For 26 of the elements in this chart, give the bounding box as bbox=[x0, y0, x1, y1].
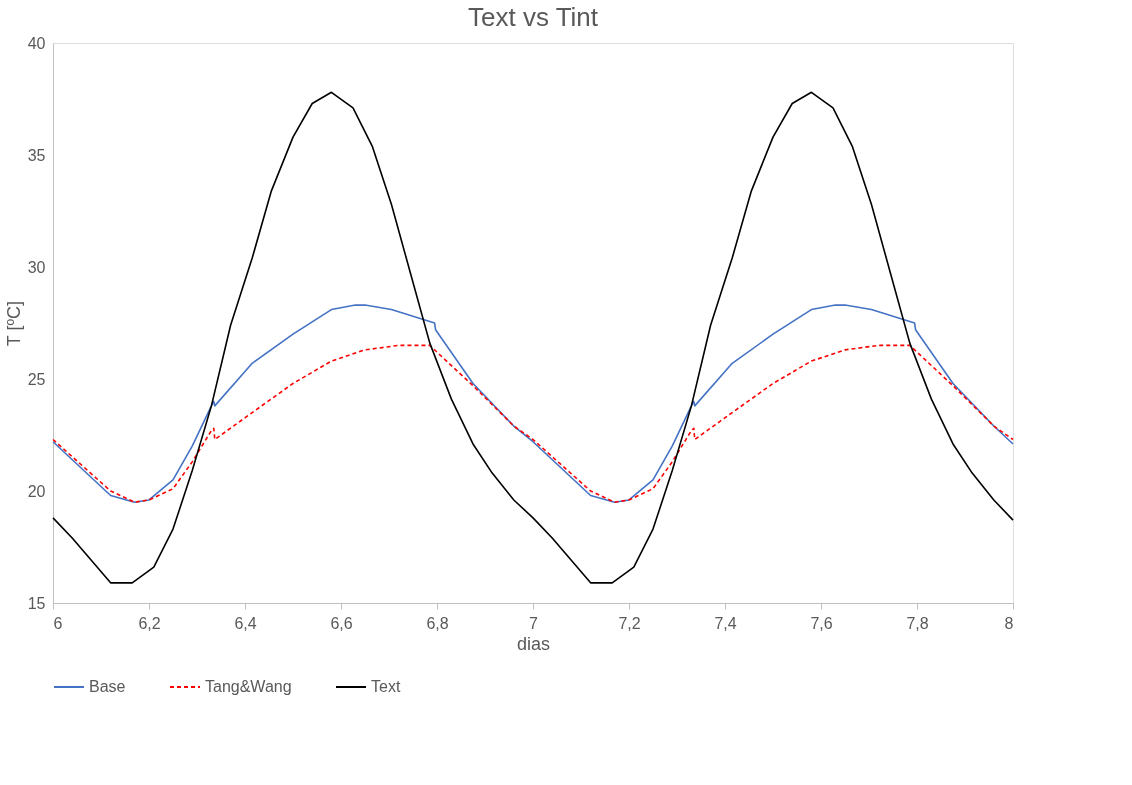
x-tick-label: 6 bbox=[53, 614, 63, 632]
y-tick-label: 40 bbox=[27, 34, 46, 52]
y-tick-label: 35 bbox=[27, 146, 46, 164]
x-tick-label: 6,2 bbox=[138, 614, 161, 632]
chart-title: Text vs Tint bbox=[467, 2, 599, 32]
legend-label: Tang&Wang bbox=[205, 678, 292, 695]
legend-label: Base bbox=[89, 678, 126, 695]
line-series bbox=[52, 304, 1014, 503]
x-tick-label: 7,6 bbox=[810, 614, 833, 632]
x-tick-label: 6,4 bbox=[234, 614, 257, 632]
x-tick-label: 7,8 bbox=[906, 614, 929, 632]
x-tick-label: 7 bbox=[529, 614, 539, 632]
y-tick-label: 20 bbox=[27, 482, 46, 500]
y-axis-title: T [ºC] bbox=[3, 300, 24, 347]
x-tick-label: 6,6 bbox=[330, 614, 353, 632]
x-tick-label: 6,8 bbox=[426, 614, 449, 632]
x-tick-label: 7,2 bbox=[618, 614, 641, 632]
x-tick-label: 8 bbox=[1004, 614, 1014, 632]
y-tick-label: 30 bbox=[27, 258, 46, 276]
y-tick-label: 15 bbox=[27, 594, 46, 612]
x-tick-label: 7,4 bbox=[714, 614, 737, 632]
legend-label: Text bbox=[371, 678, 401, 695]
line-series bbox=[52, 91, 1014, 584]
y-tick-label: 25 bbox=[27, 370, 46, 388]
line-series bbox=[52, 344, 1014, 503]
x-axis-title: dias bbox=[516, 633, 551, 654]
